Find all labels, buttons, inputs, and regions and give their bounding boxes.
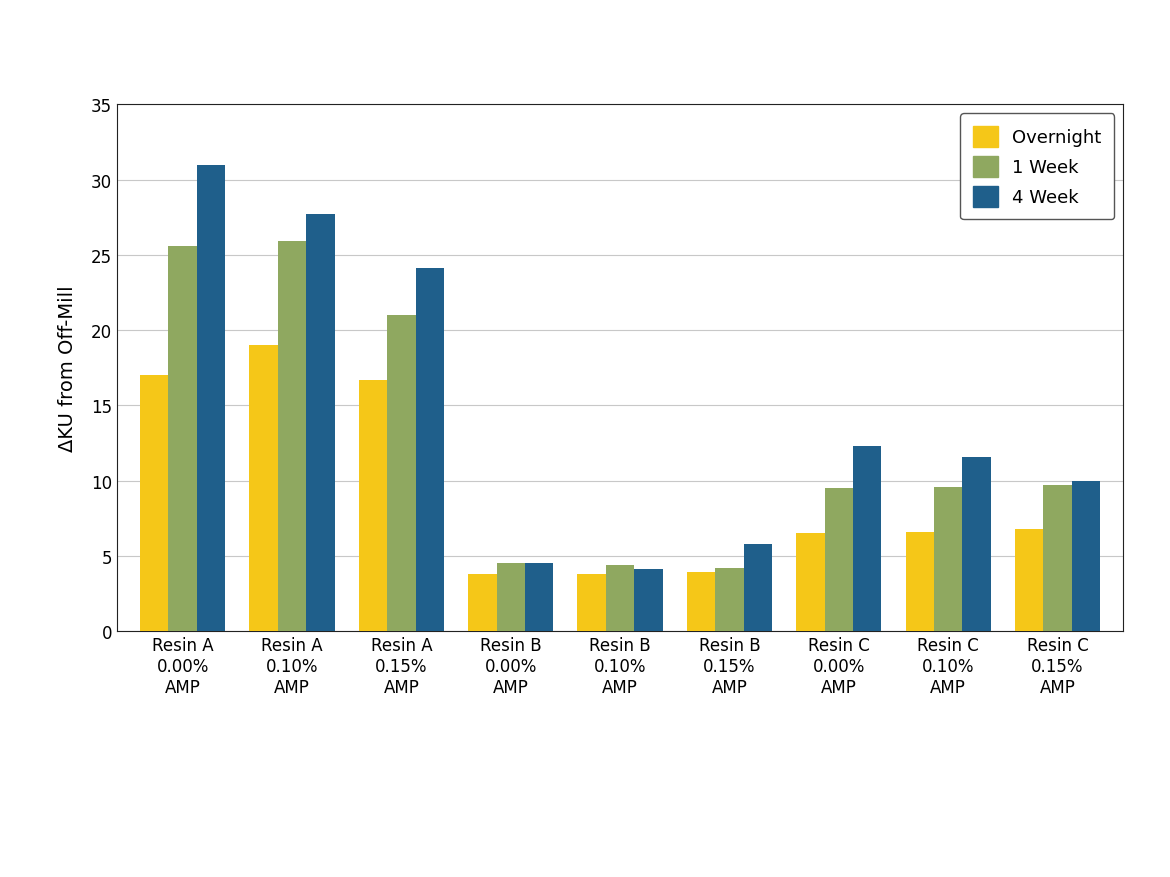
Bar [277,242,307,631]
Bar [1014,529,1044,631]
Bar [963,457,991,631]
Bar [249,346,277,631]
Y-axis label: ΔKU from Off-Mill: ΔKU from Off-Mill [58,285,77,452]
Bar [525,564,553,631]
Bar [744,545,772,631]
Bar [606,566,634,631]
Bar [307,215,335,631]
Bar [853,446,881,631]
Legend: Overnight, 1 Week, 4 Week: Overnight, 1 Week, 4 Week [959,114,1114,220]
Bar [687,573,715,631]
Bar [1044,486,1072,631]
Bar [934,487,963,631]
Bar [168,246,197,631]
Bar [415,269,445,631]
Bar [359,381,387,631]
Bar [634,570,662,631]
Bar [578,574,606,631]
Bar [906,532,934,631]
Bar [1072,481,1100,631]
Bar [387,316,415,631]
Bar [496,564,525,631]
Bar [197,166,226,631]
Bar [825,488,853,631]
Bar [715,568,744,631]
Bar [468,574,496,631]
Bar [797,534,825,631]
Bar [140,376,168,631]
